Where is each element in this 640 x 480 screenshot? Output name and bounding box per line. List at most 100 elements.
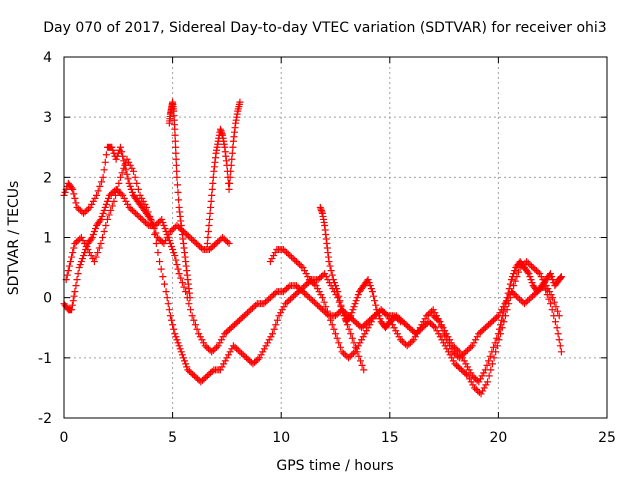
data-point-arc-f	[503, 294, 511, 302]
data-point-arc-b	[76, 206, 84, 214]
data-point-arc-c	[348, 334, 356, 342]
data-point-arc-e	[281, 247, 289, 255]
data-point-arc-d	[472, 385, 480, 393]
y-tick-label: -1	[38, 351, 52, 367]
data-point-spike-7-8h	[208, 191, 216, 199]
data-point-arc-c	[223, 354, 231, 362]
data-point-arc-c	[81, 240, 89, 248]
data-point-arc-a	[318, 306, 326, 314]
data-point-arc-f	[505, 285, 513, 293]
data-point-arc-e	[548, 306, 556, 314]
data-point-arc-e	[379, 307, 387, 315]
data-point-arc-e	[385, 315, 393, 323]
data-point-arc-a	[302, 291, 310, 299]
data-point-arc-f	[511, 267, 519, 275]
data-point-arc-a	[208, 348, 216, 356]
data-point-arc-f	[494, 330, 502, 338]
data-point-arc-b	[81, 208, 89, 216]
data-point-arc-a	[187, 306, 195, 314]
data-point-arc-c	[291, 291, 299, 299]
data-point-arc-f	[475, 378, 483, 386]
data-point-arc-a	[301, 289, 309, 297]
data-point-arc-d	[336, 297, 344, 305]
data-point-spike-7-8h	[228, 149, 236, 157]
data-point-arc-f	[495, 325, 503, 333]
data-point-arc-e	[553, 324, 561, 332]
data-point-arc-a	[284, 283, 292, 291]
data-point-arc-a	[209, 346, 217, 354]
data-point-arc-c	[322, 273, 330, 281]
data-point-arc-a	[128, 206, 136, 214]
data-point-arc-d	[485, 372, 493, 380]
data-point-arc-a	[135, 212, 143, 220]
data-point-arc-e	[397, 336, 405, 344]
data-point-arc-c	[234, 346, 242, 354]
data-point-arc-c	[133, 179, 141, 187]
data-point-arc-c	[92, 253, 100, 261]
data-point-arc-e	[467, 343, 475, 351]
data-point-arc-c	[163, 294, 171, 302]
data-point-arc-a	[203, 343, 211, 351]
data-point-arc-a	[130, 208, 138, 216]
data-point-arc-c	[205, 370, 213, 378]
data-point-arc-c	[170, 325, 178, 333]
data-point-arc-a	[309, 297, 317, 305]
data-point-arc-e	[522, 298, 530, 306]
data-point-arc-f	[460, 357, 468, 365]
data-point-spike-5h	[172, 149, 180, 157]
data-point-arc-c	[139, 197, 147, 205]
data-point-arc-b	[127, 185, 135, 193]
data-point-arc-f	[528, 279, 536, 287]
data-point-arc-b	[61, 188, 69, 196]
data-point-arc-e	[462, 348, 470, 356]
data-point-arc-e	[369, 315, 377, 323]
data-point-arc-a	[77, 258, 85, 266]
data-point-arc-f	[488, 348, 496, 356]
data-point-arc-f	[457, 351, 465, 359]
data-point-arc-d	[340, 312, 348, 320]
data-point-arc-c	[181, 357, 189, 365]
data-point-arc-d	[368, 288, 376, 296]
data-point-arc-a	[237, 315, 245, 323]
data-point-arc-a	[71, 288, 79, 296]
data-point-arc-f	[476, 375, 484, 383]
data-point-arc-d	[346, 313, 354, 321]
data-point-arc-c	[208, 367, 216, 375]
data-point-arc-e	[354, 342, 362, 350]
data-point-arc-f	[525, 270, 533, 278]
data-point-arc-e	[297, 262, 305, 270]
data-points	[60, 98, 565, 398]
data-point-arc-a	[226, 325, 234, 333]
data-point-arc-e	[486, 319, 494, 327]
data-point-arc-f	[450, 343, 458, 351]
data-point-arc-d	[364, 276, 372, 284]
data-point-arc-c	[255, 354, 263, 362]
data-point-arc-c	[177, 348, 185, 356]
data-point-spike-7-8h	[207, 203, 215, 211]
data-point-arc-e	[361, 330, 369, 338]
data-point-arc-a	[224, 327, 232, 335]
data-point-arc-a	[125, 203, 133, 211]
data-point-arc-c	[345, 325, 353, 333]
data-point-arc-f	[455, 348, 463, 356]
data-point-arc-e	[406, 339, 414, 347]
data-point-arc-a	[74, 270, 82, 278]
data-point-arc-a	[105, 194, 113, 202]
data-point-arc-d	[490, 354, 498, 362]
data-point-arc-d	[354, 291, 362, 299]
data-point-spike-7-8h	[204, 227, 212, 235]
data-point-arc-f	[441, 327, 449, 335]
data-point-arc-a	[333, 310, 341, 318]
data-point-arc-b	[225, 240, 233, 248]
data-point-arc-a	[72, 282, 80, 290]
data-point-arc-d	[338, 306, 346, 314]
data-point-arc-e	[543, 291, 551, 299]
data-point-arc-c	[226, 348, 234, 356]
data-point-arc-e	[395, 333, 403, 341]
data-point-spike-7-8h	[204, 234, 212, 241]
data-point-arc-a	[98, 212, 106, 220]
data-point-arc-c	[152, 240, 160, 248]
data-point-arc-e	[283, 249, 291, 257]
data-point-arc-c	[67, 258, 75, 266]
